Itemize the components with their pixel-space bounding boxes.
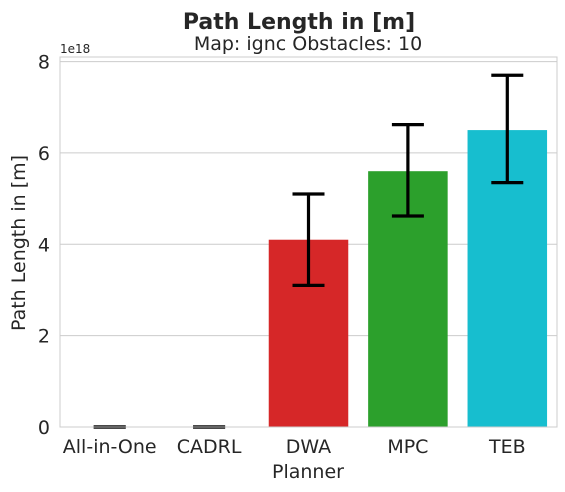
y-axis-label: Path Length in [m] [8,155,30,331]
y-tick-label: 2 [38,326,50,348]
y-tick-label: 4 [38,234,50,256]
x-tick-label: MPC [387,436,428,458]
error-bar [292,192,325,287]
x-tick-label: DWA [286,436,331,458]
x-tick-label: TEB [488,436,526,458]
error-bar [491,73,524,185]
bars [268,130,548,427]
chart-subtitle: Map: ignc Obstacles: 10 [194,33,422,55]
x-tick-label: CADRL [177,436,242,458]
chart-title: Path Length in [m] [183,10,415,35]
y-tick-label: 6 [38,143,50,165]
x-tick-labels: All-in-One CADRL DWA MPC TEB [63,436,526,458]
error-bar [391,123,424,218]
y-offset-label: 1e18 [60,42,90,56]
y-tick-labels: 0 2 4 6 8 [38,52,50,439]
x-axis-label: Planner [272,461,344,483]
y-tick-label: 0 [38,417,50,439]
y-tick-label: 8 [38,52,50,74]
plot-frame [59,56,558,428]
x-tick-label: All-in-One [63,436,157,458]
